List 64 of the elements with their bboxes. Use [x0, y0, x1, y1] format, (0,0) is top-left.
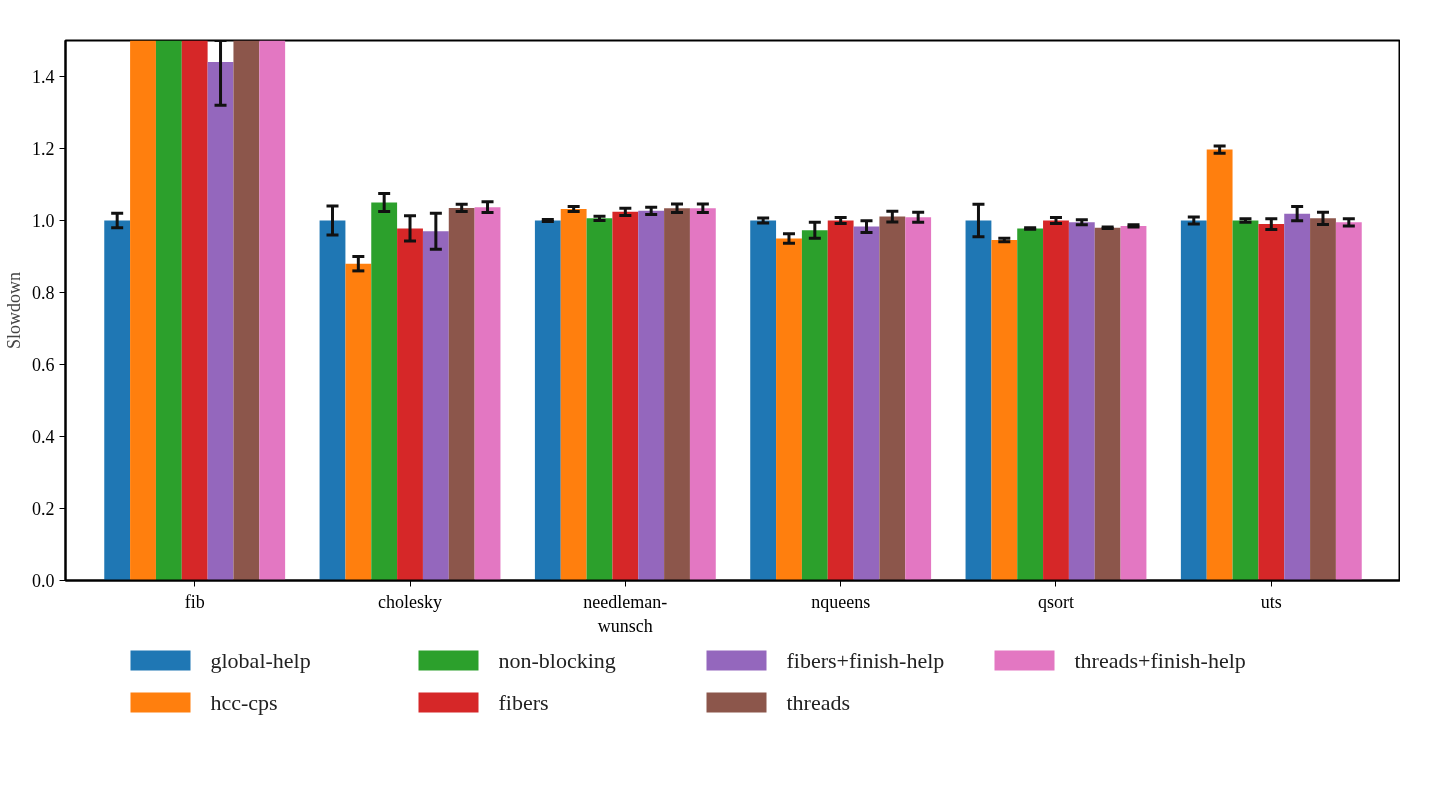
bar [1284, 213, 1311, 581]
bar [991, 239, 1018, 581]
y-tick-label: 1.2 [32, 139, 55, 159]
bar [397, 228, 423, 581]
bar [448, 207, 475, 581]
legend-label: fibers [498, 690, 549, 715]
bar [1232, 220, 1259, 581]
y-tick-label: 0.6 [32, 355, 55, 375]
bar [776, 238, 802, 581]
bar [104, 220, 131, 581]
bar [155, 40, 182, 581]
bar [965, 220, 992, 581]
y-tick-label: 1.0 [32, 211, 55, 231]
bar [750, 220, 777, 581]
bar [827, 220, 854, 581]
x-tick-label: uts [1260, 591, 1282, 612]
bar [1258, 224, 1285, 581]
bar [1068, 222, 1095, 581]
bar [664, 208, 690, 581]
y-tick-label: 0.0 [32, 571, 55, 591]
bar [345, 263, 372, 581]
x-tick-label: qsort [1037, 591, 1074, 612]
legend-label: global-help [210, 648, 311, 673]
bar [1017, 228, 1044, 581]
bar [1335, 222, 1362, 581]
legend-label: threads [786, 690, 851, 715]
bar [1310, 218, 1336, 581]
bar [422, 231, 449, 581]
y-tick-label: 1.4 [32, 67, 55, 87]
bar [1206, 149, 1233, 581]
x-tick-label: fib [184, 591, 205, 612]
bar [1120, 225, 1147, 581]
bar [586, 218, 613, 581]
bar [638, 210, 665, 581]
bar [233, 40, 260, 581]
legend-label: non-blocking [498, 648, 616, 673]
legend-label: fibers+finish-help [786, 648, 945, 673]
bar [560, 208, 587, 581]
bar [181, 40, 208, 581]
legend-label: hcc-cps [210, 690, 278, 715]
x-tick-label: cholesky [378, 591, 443, 612]
bar [879, 216, 906, 581]
bar [905, 217, 932, 581]
bar [612, 211, 639, 581]
x-tick-label: needleman-wunsch [583, 591, 668, 636]
bar [1094, 227, 1121, 581]
y-tick-label: 0.4 [32, 427, 55, 447]
y-tick-label: 0.2 [32, 499, 55, 519]
legend-label: threads+finish-help [1074, 648, 1246, 673]
bar [319, 220, 346, 581]
bar [207, 62, 234, 581]
bar [801, 230, 828, 581]
y-axis-title: Slowdown [4, 271, 24, 349]
bar [1180, 220, 1207, 581]
bar [1043, 220, 1069, 581]
x-tick-label: nqueens [811, 591, 871, 612]
bar [853, 226, 880, 581]
y-tick-label: 0.8 [32, 283, 55, 303]
bar [259, 40, 286, 581]
bar [474, 207, 501, 581]
bar [534, 220, 561, 581]
bar [689, 208, 716, 581]
bar [371, 202, 398, 581]
bar [130, 40, 156, 581]
